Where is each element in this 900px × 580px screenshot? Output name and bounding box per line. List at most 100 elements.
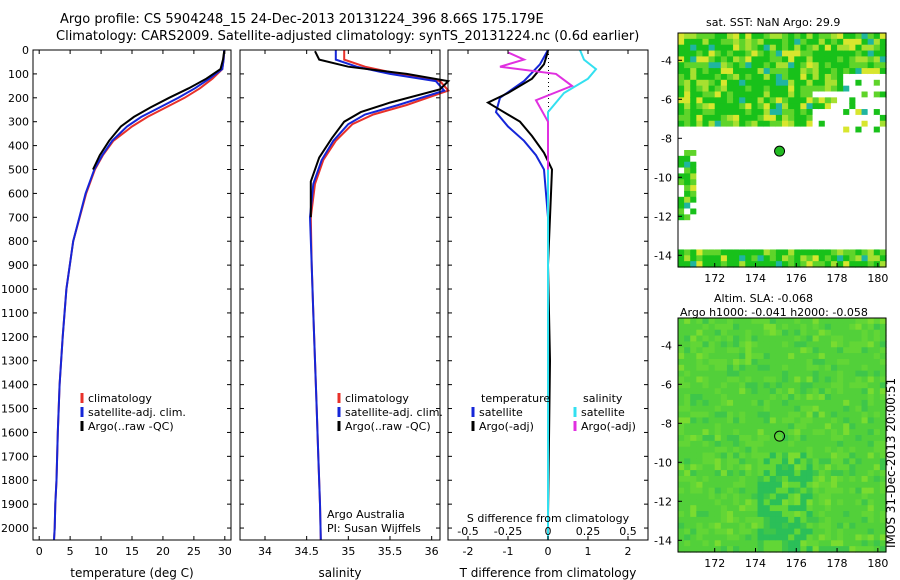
sla-cell — [861, 464, 869, 471]
sst-cell — [837, 50, 844, 57]
sla-cell — [708, 388, 716, 395]
sst-cell — [708, 114, 716, 122]
sla-cell — [757, 394, 765, 401]
sst-cell — [757, 68, 765, 75]
sla-cell — [806, 435, 814, 442]
sst-cell — [843, 91, 850, 98]
sla-cell — [745, 534, 753, 541]
sla-cell — [769, 399, 777, 407]
sla-cell — [763, 341, 771, 348]
sst-cell — [830, 85, 838, 93]
sla-cell — [867, 329, 875, 337]
sst-cell — [806, 73, 814, 81]
sst-cell — [873, 261, 881, 268]
sst-cell — [782, 103, 789, 110]
sla-cell — [720, 417, 728, 424]
sst-cell — [726, 167, 734, 174]
sla-cell — [830, 382, 838, 389]
sst-cell — [684, 167, 691, 174]
sst-cell — [708, 261, 716, 268]
sla-cell — [867, 493, 875, 500]
sla-cell — [690, 435, 697, 442]
sla-cell — [739, 323, 746, 331]
sst-cell — [763, 132, 771, 139]
sla-cell — [751, 499, 759, 506]
sla-cell — [702, 394, 710, 401]
sla-cell — [763, 464, 771, 471]
sst-cell — [794, 161, 801, 169]
sst-cell — [714, 208, 722, 215]
sla-cell — [690, 376, 697, 383]
temp-xtick-label: 30 — [218, 545, 232, 558]
sla-cell — [726, 388, 734, 395]
sst-cell — [708, 56, 716, 63]
sla-cell — [879, 411, 887, 419]
sla-cell — [794, 358, 801, 366]
sla-cell — [678, 347, 685, 354]
sla-cell — [745, 522, 753, 530]
sla-cell — [812, 511, 820, 518]
sst-cell — [867, 231, 875, 239]
sla-cell — [873, 423, 881, 430]
sst-cell — [720, 33, 728, 40]
sla-cell — [775, 464, 783, 471]
sst-cell — [690, 85, 697, 93]
sst-cell — [775, 255, 783, 262]
sst-cell — [690, 237, 697, 245]
s-difference-label: S difference from climatology — [467, 512, 630, 525]
sla-cell — [800, 399, 808, 407]
sla-cell — [788, 394, 795, 401]
sla-cell — [849, 522, 857, 530]
sla-cell — [879, 522, 887, 530]
sst-cell — [702, 38, 710, 46]
sst-cell — [782, 255, 789, 262]
zero-dot — [548, 86, 549, 87]
sst-cell — [745, 56, 753, 63]
sst-cell — [843, 261, 850, 268]
sst-cell — [739, 62, 746, 69]
sst-cell — [849, 231, 857, 239]
sla-cell — [708, 318, 716, 325]
sla-cell — [720, 370, 728, 378]
sst-cell — [818, 79, 826, 87]
sst-cell — [733, 261, 740, 268]
sst-cell — [788, 120, 795, 128]
sst-cell — [733, 33, 740, 40]
sst-cell — [855, 243, 863, 251]
sla-cell — [763, 546, 771, 553]
sla-cell — [696, 388, 704, 395]
sst-cell — [763, 196, 771, 204]
sla-cell — [830, 452, 838, 459]
sla-cell — [733, 399, 740, 407]
sst-cell — [769, 33, 777, 40]
sst-cell — [812, 132, 820, 139]
sst-cell — [873, 38, 881, 46]
sst-cell — [812, 220, 820, 227]
sst-cell — [739, 132, 746, 139]
sla-cell — [806, 323, 814, 331]
sla-cell — [867, 429, 875, 436]
sst-cell — [812, 237, 820, 245]
sst-cell — [769, 144, 777, 151]
sst-cell — [769, 109, 777, 116]
sla-cell — [769, 388, 777, 395]
sla-cell — [812, 470, 820, 477]
sla-cell — [843, 487, 850, 495]
sst-cell — [837, 155, 844, 163]
sla-cell — [775, 376, 783, 383]
sst-cell — [763, 155, 771, 163]
sst-cell — [806, 79, 814, 87]
sla-cell — [788, 405, 795, 413]
sla-cell — [879, 464, 887, 471]
sst-cell — [837, 126, 844, 134]
sst-cell — [702, 167, 710, 174]
sst-cell — [818, 114, 826, 122]
sla-cell — [830, 335, 838, 342]
sla-cell — [702, 417, 710, 424]
sla-cell — [855, 341, 863, 348]
sla-cell — [849, 516, 857, 524]
sla-cell — [702, 376, 710, 383]
sst-cell — [873, 155, 881, 163]
sst-cell — [757, 126, 765, 134]
sla-cell — [849, 499, 857, 506]
